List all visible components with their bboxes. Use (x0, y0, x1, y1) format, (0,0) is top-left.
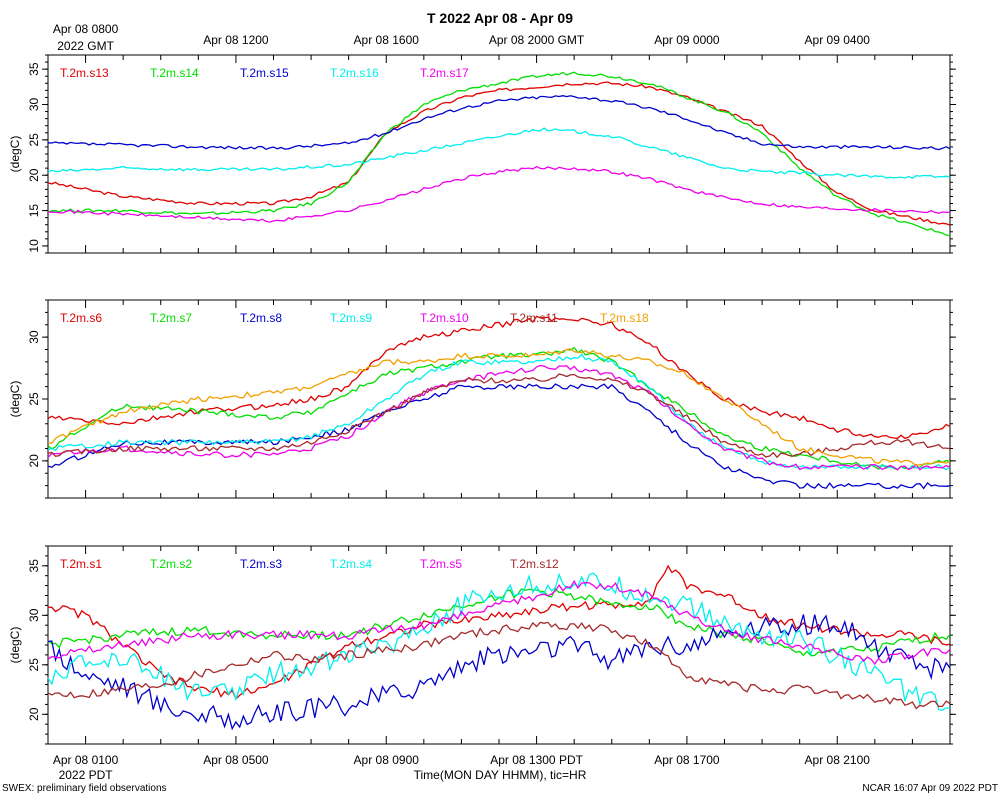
chart-panel-1: 10 15 20 25 30 35 (degC) T.2m.s13 T.2m.s14 T.2m.s… (8, 54, 956, 254)
chart-panels: 10 15 20 25 30 35 (degC) T.2m.s13 T.2m.s14 T.2m.s… (8, 54, 956, 745)
legend-T.2m.s16: T.2m.s16 (330, 66, 379, 80)
gmt-tick-label: Apr 08 2000 GMT (489, 33, 585, 47)
legend-T.2m.s2: T.2m.s2 (150, 557, 192, 571)
gmt-time-axis: Apr 08 0800 Apr 08 1200 Apr 08 1600 Apr 08 … (53, 22, 870, 53)
y-tick-label: 25 (27, 133, 41, 147)
legend-T.2m.s1: T.2m.s1 (60, 557, 102, 571)
legend-T.2m.s14: T.2m.s14 (150, 66, 199, 80)
pdt-sublabel: 2022 PDT (59, 768, 114, 782)
series-line-T.2m.s7 (47, 346, 951, 471)
y-tick-label: 15 (27, 204, 41, 218)
footer-timestamp: NCAR 16:07 Apr 09 2022 PDT (862, 783, 998, 794)
series-line-T.2m.s9 (47, 353, 951, 471)
series-line-T.2m.s12 (47, 621, 951, 710)
chart-panel-2: 20 25 30 (degC) T.2m.s6 T.2m.s7 T.2m.s8 T.2m.s9… (8, 299, 956, 499)
gmt-tick-label: Apr 09 0400 (805, 33, 871, 47)
y-tick-label: 20 (27, 168, 41, 182)
y-tick-label: 20 (27, 454, 41, 468)
legend-T.2m.s3: T.2m.s3 (240, 557, 282, 571)
legend-T.2m.s10: T.2m.s10 (420, 311, 469, 325)
legend-T.2m.s17: T.2m.s17 (420, 66, 469, 80)
plot-frame (47, 54, 951, 254)
series-line-T.2m.s11 (47, 373, 951, 459)
pdt-tick-label: Apr 08 1300 PDT (490, 753, 583, 767)
pdt-tick-label: Apr 08 0500 (203, 753, 269, 767)
y-tick-label: 30 (27, 608, 41, 622)
pdt-tick-label: Apr 08 0100 (53, 753, 119, 767)
y-tick-label: 20 (27, 707, 41, 721)
y-tick-label: 10 (27, 239, 41, 253)
series-line-T.2m.s6 (47, 315, 951, 440)
y-tick-label: 25 (27, 392, 41, 406)
legend-T.2m.s9: T.2m.s9 (330, 311, 372, 325)
pdt-tick-label: Apr 08 0900 (354, 753, 420, 767)
legend-T.2m.s18: T.2m.s18 (600, 311, 649, 325)
series-line-T.2m.s17 (47, 165, 950, 223)
pdt-tick-label: Apr 08 1700 (654, 753, 720, 767)
series-line-T.2m.s2 (47, 587, 951, 657)
pdt-time-axis: Apr 08 0100 Apr 08 0500 Apr 08 0900 Apr 08 … (53, 753, 870, 782)
series-line-T.2m.s10 (47, 364, 951, 471)
y-tick-label: 35 (27, 62, 41, 76)
plot-frame (47, 545, 951, 745)
series-line-T.2m.s15 (47, 95, 951, 151)
legend-T.2m.s4: T.2m.s4 (330, 557, 372, 571)
y-tick-label: 30 (27, 330, 41, 344)
y-axis-label: (degC) (8, 627, 22, 664)
gmt-sublabel: 2022 GMT (57, 39, 114, 53)
legend-T.2m.s6: T.2m.s6 (60, 311, 102, 325)
gmt-tick-label: Apr 08 0800 (53, 22, 119, 36)
plot-frame (47, 299, 951, 499)
y-axis-label: (degC) (8, 136, 22, 173)
legend-T.2m.s13: T.2m.s13 (60, 66, 109, 80)
legend-T.2m.s5: T.2m.s5 (420, 557, 462, 571)
x-axis-label: Time(MON DAY HHMM), tic=HR (414, 768, 587, 782)
series-line-T.2m.s3 (47, 614, 951, 731)
y-tick-label: 25 (27, 658, 41, 672)
series-line-T.2m.s4 (47, 572, 951, 711)
chart-title: T 2022 Apr 08 - Apr 09 (427, 10, 573, 26)
legend-T.2m.s11: T.2m.s11 (510, 311, 558, 325)
series-line-T.2m.s8 (47, 383, 951, 490)
gmt-tick-label: Apr 08 1200 (203, 33, 269, 47)
series-line-T.2m.s13 (47, 81, 951, 226)
pdt-tick-label: Apr 08 2100 (805, 753, 871, 767)
series-line-T.2m.s16 (47, 127, 951, 179)
series-line-T.2m.s5 (47, 579, 951, 666)
series-line-T.2m.s18 (47, 348, 951, 467)
y-tick-label: 30 (27, 98, 41, 112)
gmt-tick-label: Apr 09 0000 (654, 33, 720, 47)
legend-T.2m.s12: T.2m.s12 (510, 557, 559, 571)
legend-T.2m.s7: T.2m.s7 (150, 311, 192, 325)
y-axis-label: (degC) (8, 381, 22, 418)
gmt-tick-label: Apr 08 1600 (354, 33, 420, 47)
footer-note: SWEX: preliminary field observations (2, 783, 167, 794)
y-tick-label: 35 (27, 559, 41, 573)
series-line-T.2m.s14 (47, 71, 951, 237)
legend-T.2m.s15: T.2m.s15 (240, 66, 289, 80)
legend-T.2m.s8: T.2m.s8 (240, 311, 282, 325)
chart-panel-3: 20 25 30 35 (degC) T.2m.s1 T.2m.s2 T.2m.s3 T.2m.… (8, 545, 956, 745)
